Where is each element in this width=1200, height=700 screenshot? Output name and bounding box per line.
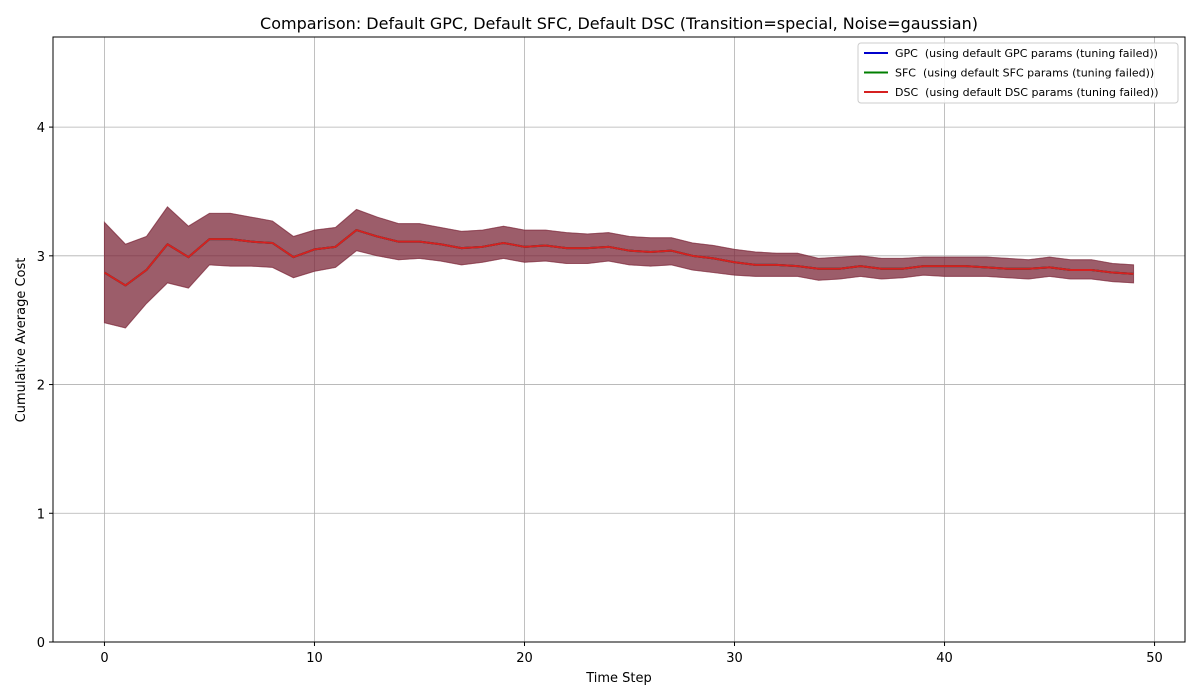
confidence-band-0 bbox=[103, 206, 1135, 329]
x-tick-label: 30 bbox=[726, 651, 743, 666]
plot-area-border bbox=[52, 36, 1186, 643]
y-tick-label: 3 bbox=[37, 250, 45, 265]
chart-title: Comparison: Default GPC, Default SFC, De… bbox=[260, 14, 978, 33]
series-lines bbox=[103, 229, 1134, 287]
legend-entry-1: SFC (using default SFC params (tuning fa… bbox=[895, 67, 1154, 80]
x-tick-label: 10 bbox=[306, 651, 323, 666]
confidence-bands bbox=[103, 206, 1135, 329]
series-line-2 bbox=[103, 229, 1134, 287]
y-axis-label: Cumulative Average Cost bbox=[14, 258, 29, 423]
y-axis-ticks: 0 1 2 3 4 bbox=[37, 121, 53, 651]
x-tick-label: 50 bbox=[1146, 651, 1163, 666]
grid-lines bbox=[53, 37, 1185, 643]
legend-entry-0: GPC (using default GPC params (tuning fa… bbox=[895, 47, 1158, 60]
y-tick-label: 2 bbox=[37, 379, 45, 394]
x-tick-label: 20 bbox=[516, 651, 533, 666]
legend: GPC (using default GPC params (tuning fa… bbox=[857, 42, 1179, 104]
x-axis-ticks: 0 10 20 30 40 50 bbox=[100, 642, 1163, 666]
x-tick-label: 40 bbox=[936, 651, 953, 666]
y-tick-label: 0 bbox=[37, 636, 45, 651]
y-tick-label: 1 bbox=[37, 507, 45, 522]
x-axis-label: Time Step bbox=[585, 671, 652, 686]
x-tick-label: 0 bbox=[100, 651, 108, 666]
legend-frame bbox=[857, 42, 1179, 104]
legend-entry-2: DSC (using default DSC params (tuning fa… bbox=[895, 86, 1159, 99]
confidence-band-1 bbox=[103, 206, 1135, 329]
y-tick-label: 4 bbox=[37, 121, 45, 136]
confidence-band-2 bbox=[103, 206, 1135, 329]
